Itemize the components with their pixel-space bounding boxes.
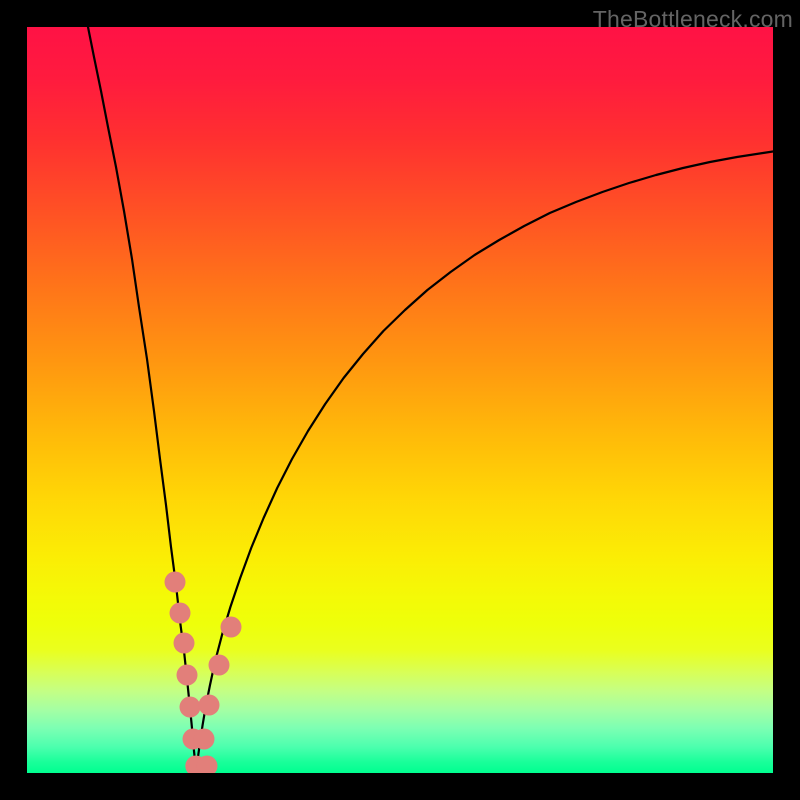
plot-svg [27,27,773,773]
marker-point [194,729,215,750]
stage: TheBottleneck.com [0,0,800,800]
gradient-background [27,27,773,773]
marker-point [170,603,191,624]
marker-point [209,655,230,676]
marker-point [221,617,242,638]
watermark-label: TheBottleneck.com [593,6,793,33]
marker-point [165,572,186,593]
marker-point [199,695,220,716]
marker-point [177,665,198,686]
marker-point [180,697,201,718]
marker-point [174,633,195,654]
plot-area [27,27,773,773]
